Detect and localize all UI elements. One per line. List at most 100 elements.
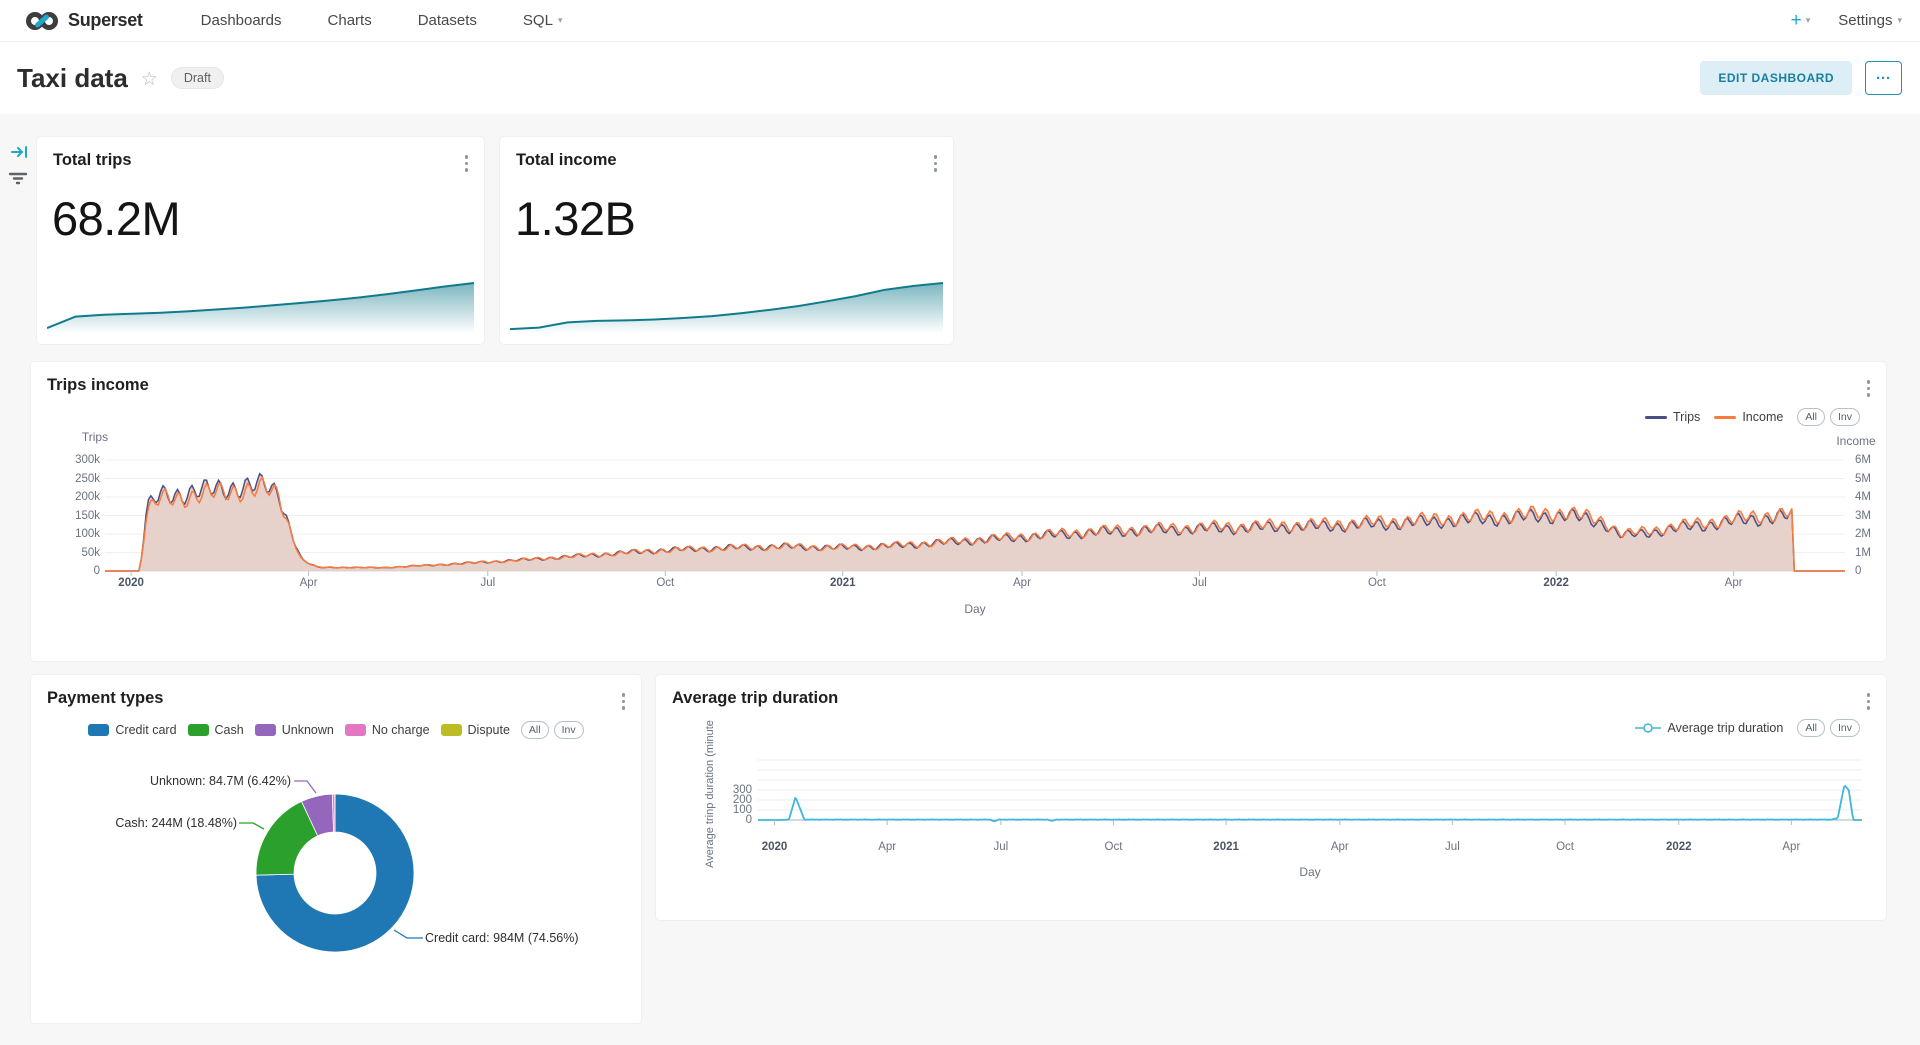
- legend-swatch: [344, 724, 366, 736]
- new-item-button[interactable]: + ▾: [1791, 10, 1811, 32]
- edit-dashboard-button[interactable]: EDIT DASHBOARD: [1700, 61, 1852, 95]
- legend-label: Income: [1742, 410, 1784, 424]
- chevron-down-icon: ▾: [1897, 15, 1902, 25]
- legend-item-cash[interactable]: Cash: [187, 723, 244, 737]
- x-tick: Apr: [1330, 841, 1349, 853]
- superset-logo-icon: [26, 11, 58, 30]
- nav-item-sql[interactable]: SQL ▾: [523, 12, 563, 29]
- x-tick: 2022: [1665, 841, 1692, 853]
- filter-icon[interactable]: [8, 168, 28, 188]
- legend-swatch: [1714, 415, 1737, 419]
- card-menu-kebab-icon[interactable]: [932, 153, 940, 174]
- avg-duration-legend: Average trip duration All Inv: [1635, 719, 1860, 737]
- legend-label: Unknown: [281, 723, 334, 737]
- card-menu-kebab-icon[interactable]: [1865, 691, 1873, 712]
- donut-slice-credit-card[interactable]: [255, 793, 415, 953]
- legend-label: No charge: [371, 723, 430, 737]
- trips-income-plot: [105, 459, 1845, 576]
- payment-types-legend: Credit card Cash Unknown No charge Dispute Al…: [31, 721, 641, 739]
- line-marker-icon: [1635, 723, 1662, 733]
- legend-item-credit-card[interactable]: Credit card: [88, 723, 177, 737]
- legend-all-button[interactable]: All: [1797, 719, 1825, 737]
- donut-callout-unknown: Unknown: 84.7M (6.42%): [149, 774, 291, 788]
- legend-all-button[interactable]: All: [520, 721, 549, 739]
- card-title: Average trip duration: [672, 689, 839, 707]
- total-income-sparkline: [510, 282, 943, 336]
- payment-types-donut: [239, 780, 423, 953]
- y-axis-title-right: Income: [1836, 434, 1876, 448]
- x-tick: 2022: [1543, 577, 1569, 589]
- top-nav: Superset Dashboards Charts Datasets SQL ▾ + …: [0, 0, 1920, 42]
- legend-item-unknown[interactable]: Unknown: [254, 723, 334, 737]
- legend-swatch: [187, 724, 209, 736]
- card-menu-kebab-icon[interactable]: [463, 153, 471, 174]
- card-menu-kebab-icon[interactable]: [620, 691, 628, 712]
- nav-right: + ▾ Settings ▾: [1791, 10, 1902, 32]
- x-tick: Jul: [1192, 577, 1207, 589]
- x-tick: Oct: [1367, 577, 1386, 589]
- x-tick: Jul: [1445, 841, 1460, 853]
- legend-label: Credit card: [115, 723, 177, 737]
- legend-swatch: [254, 724, 276, 736]
- nav-item-label: Charts: [327, 12, 372, 29]
- nav-item-dashboards[interactable]: Dashboards: [201, 12, 282, 29]
- legend-swatch: [440, 724, 462, 736]
- total-trips-sparkline: [47, 282, 474, 336]
- legend-swatch: [88, 724, 110, 736]
- x-tick: Jul: [480, 577, 496, 589]
- y-tick: 200: [732, 794, 752, 806]
- legend-all-button[interactable]: All: [1797, 408, 1825, 426]
- legend-inv-button[interactable]: Inv: [1829, 719, 1860, 737]
- metric-value: 68.2M: [52, 192, 181, 245]
- y-tick: 5M: [1855, 472, 1871, 485]
- expand-filter-bar-icon[interactable]: [10, 142, 30, 162]
- card-payment-types: Payment types Credit card Cash Unknown No c…: [31, 675, 641, 1023]
- x-tick: Apr: [878, 841, 897, 853]
- card-title: Payment types: [47, 689, 164, 707]
- legend-scope-buttons: All Inv: [1797, 719, 1860, 737]
- legend-item-trips[interactable]: Trips: [1644, 410, 1700, 424]
- dashboard-more-button[interactable]: ···: [1865, 61, 1902, 95]
- legend-item-income[interactable]: Income: [1714, 410, 1783, 424]
- y-tick: 100k: [75, 528, 100, 540]
- legend-item-no-charge[interactable]: No charge: [344, 723, 430, 737]
- y-axis-title-left: Trips: [81, 430, 109, 444]
- legend-item-average-trip-duration[interactable]: Average trip duration: [1635, 721, 1783, 735]
- brand[interactable]: Superset: [24, 9, 143, 33]
- chevron-down-icon: ▾: [557, 15, 563, 25]
- y-tick: 150k: [75, 509, 100, 522]
- card-title: Total income: [516, 151, 617, 169]
- y-tick: 300k: [75, 454, 100, 466]
- card-trips-income: Trips income Trips Income All Inv Trips Inc…: [31, 362, 1886, 661]
- x-tick: Oct: [1556, 841, 1574, 853]
- y-tick: 2M: [1855, 528, 1871, 540]
- y-tick: 6M: [1855, 454, 1871, 466]
- y-tick: 1M: [1855, 546, 1871, 559]
- legend-inv-button[interactable]: Inv: [553, 721, 584, 739]
- card-menu-kebab-icon[interactable]: [1865, 378, 1873, 399]
- x-tick: Oct: [1104, 841, 1123, 853]
- x-tick: Jul: [993, 841, 1009, 853]
- y-tick: 300: [732, 784, 752, 796]
- nav-item-label: SQL: [522, 12, 553, 29]
- metric-value: 1.32B: [515, 192, 636, 245]
- legend-item-dispute[interactable]: Dispute: [440, 723, 510, 737]
- card-total-trips: Total trips 68.2M: [37, 137, 484, 344]
- legend-inv-button[interactable]: Inv: [1829, 408, 1860, 426]
- x-tick: Apr: [1782, 841, 1801, 853]
- nav-item-charts[interactable]: Charts: [328, 12, 372, 29]
- y-tick: 3M: [1855, 509, 1871, 522]
- y-tick: 4M: [1855, 491, 1871, 503]
- nav-item-datasets[interactable]: Datasets: [418, 12, 477, 29]
- x-axis-title: Day: [1299, 865, 1321, 879]
- x-tick: 2020: [118, 577, 144, 589]
- x-tick: Apr: [1013, 577, 1031, 589]
- y-tick: 0: [93, 565, 100, 577]
- legend-scope-buttons: All Inv: [1797, 408, 1860, 426]
- page-title: Taxi data: [17, 62, 128, 93]
- favorite-star-icon[interactable]: ☆: [140, 68, 158, 90]
- settings-menu[interactable]: Settings ▾: [1838, 12, 1902, 29]
- avg-duration-plot: [758, 759, 1862, 825]
- brand-name: Superset: [68, 10, 143, 30]
- main-nav: Dashboards Charts Datasets SQL ▾: [201, 12, 563, 29]
